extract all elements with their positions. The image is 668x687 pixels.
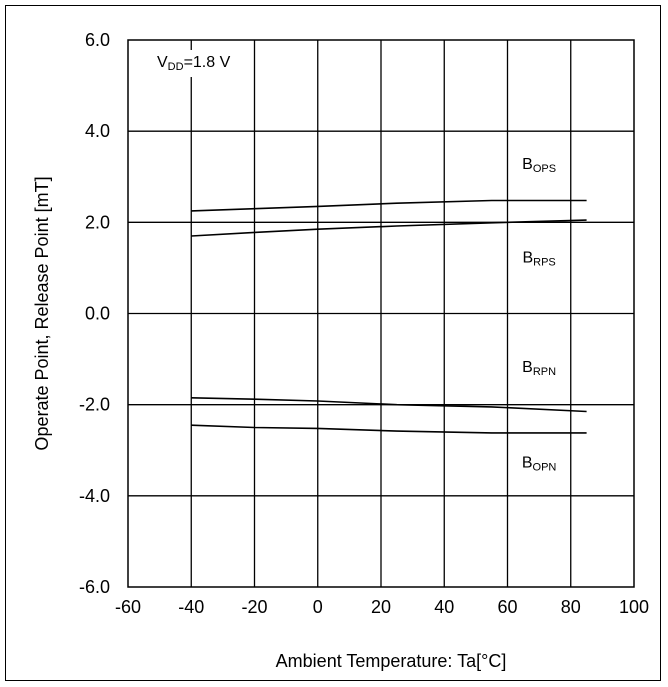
annotation-background	[518, 241, 560, 277]
annotation-background	[518, 148, 561, 184]
condition-subscript: DD	[168, 61, 184, 73]
annotation-bopn: BOPN	[517, 446, 561, 482]
annotation-label: BOPN	[522, 455, 557, 474]
x-tick-label: -40	[178, 597, 204, 617]
x-tick-label: 20	[371, 597, 391, 617]
x-tick-label: 100	[619, 597, 649, 617]
annotation-label: BOPS	[522, 156, 556, 175]
x-tick-label: -20	[241, 597, 267, 617]
chart-frame	[5, 5, 661, 681]
condition-rest: =1.8 V	[184, 54, 231, 71]
annotation-subscript: OPS	[533, 163, 556, 175]
condition-main: V	[157, 54, 168, 71]
y-tick-labels: -6.0 -4.0 -2.0 0.0 2.0 4.0 6.0	[79, 30, 110, 597]
x-axis-label: Ambient Temperature: Ta[°C]	[276, 651, 507, 671]
x-tick-labels: -60 -40 -20 0 20 40 60 80 100	[115, 597, 649, 617]
annotation-label: BRPS	[522, 250, 555, 269]
x-tick-label: 0	[313, 597, 323, 617]
series-line-bops	[191, 199, 587, 212]
y-tick-label: -4.0	[79, 486, 110, 506]
series-lines	[191, 199, 587, 434]
annotation-subscript: OPN	[533, 462, 557, 474]
plot-area-border	[127, 39, 635, 588]
y-axis-label: Operate Point, Release Point [mT]	[32, 176, 52, 450]
y-tick-label: 6.0	[85, 30, 110, 50]
annotation-brps: BRPS	[518, 241, 560, 277]
y-tick-label: 0.0	[85, 304, 110, 324]
annotation-bops: BOPS	[518, 148, 561, 184]
annotation-main: B	[522, 455, 533, 472]
y-tick-label: -2.0	[79, 395, 110, 415]
x-tick-label: 80	[561, 597, 581, 617]
grid	[128, 40, 634, 587]
condition-label-background	[153, 50, 235, 77]
annotation-background	[518, 350, 561, 386]
y-tick-label: 4.0	[85, 121, 110, 141]
series-line-brpn	[191, 397, 587, 413]
annotation-subscript: RPN	[533, 366, 556, 378]
annotation-label: BRPN	[522, 359, 556, 378]
annotation-main: B	[522, 250, 533, 267]
condition-label: VDD=1.8 V	[157, 54, 231, 73]
x-tick-label: 40	[434, 597, 454, 617]
y-tick-label: 2.0	[85, 212, 110, 232]
annotation-main: B	[522, 359, 533, 376]
y-tick-label: -6.0	[79, 577, 110, 597]
annotation-subscript: RPS	[533, 257, 556, 269]
series-line-brps	[191, 219, 587, 237]
x-tick-label: 60	[497, 597, 517, 617]
series-line-bopn	[191, 424, 587, 434]
condition-label-group: VDD=1.8 V	[153, 50, 235, 77]
annotation-main: B	[522, 156, 533, 173]
x-tick-label: -60	[115, 597, 141, 617]
annotation-brpn: BRPN	[518, 350, 561, 386]
annotation-background	[517, 446, 561, 482]
